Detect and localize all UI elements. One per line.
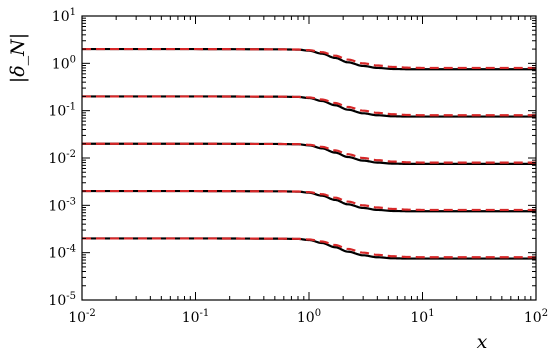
x-tick-label-exponent: -2 bbox=[86, 308, 96, 319]
series-line-8 bbox=[82, 189, 536, 212]
x-axis-label: x bbox=[477, 331, 488, 353]
y-tick-label-base: 10 bbox=[48, 246, 66, 262]
x-tick-label-base: 10 bbox=[297, 310, 315, 326]
x-tick-label-base: 10 bbox=[182, 310, 200, 326]
plot-frame bbox=[81, 15, 537, 301]
series-line-4 bbox=[82, 95, 536, 117]
y-tick-label-exponent: 0 bbox=[70, 54, 76, 65]
series-line-1 bbox=[82, 47, 536, 71]
x-tick-label-exponent: 2 bbox=[542, 308, 548, 319]
y-tick-label-exponent: -2 bbox=[66, 149, 76, 160]
x-tick-label-base: 10 bbox=[524, 310, 542, 326]
y-tick-label-exponent: -4 bbox=[66, 244, 76, 255]
series-line-7 bbox=[82, 189, 536, 213]
x-tick-label-exponent: 0 bbox=[315, 308, 321, 319]
series-layer bbox=[82, 47, 536, 260]
y-tick-label-exponent: -1 bbox=[66, 102, 76, 113]
y-tick-label-base: 10 bbox=[48, 104, 66, 120]
series-line-6 bbox=[82, 142, 536, 164]
x-tick-label: 101 bbox=[410, 308, 434, 326]
series-line-9 bbox=[82, 237, 536, 260]
y-tick-label-exponent: 1 bbox=[70, 7, 76, 18]
y-tick-label-exponent: -3 bbox=[66, 196, 76, 207]
x-tick-label-exponent: 1 bbox=[428, 308, 434, 319]
y-axis-label: |δ_N| bbox=[7, 33, 29, 83]
y-tick-label-base: 10 bbox=[52, 9, 70, 25]
y-tick-label: 100 bbox=[52, 54, 76, 72]
y-tick-label: 10-1 bbox=[48, 102, 76, 120]
ticks-layer bbox=[81, 15, 537, 301]
y-tick-label-base: 10 bbox=[48, 151, 66, 167]
y-tick-label: 10-5 bbox=[48, 291, 76, 309]
labels-layer: |δ_N| x 10-2 10-1 100 101 10210-510-410-310-… bbox=[7, 7, 548, 353]
x-tick-label: 102 bbox=[524, 308, 548, 326]
series-line-5 bbox=[82, 142, 536, 166]
y-tick-label-base: 10 bbox=[52, 56, 70, 72]
y-tick-label-base: 10 bbox=[48, 198, 66, 214]
x-tick-label-exponent: -1 bbox=[200, 308, 210, 319]
y-tick-label-base: 10 bbox=[48, 293, 66, 309]
y-tick-label: 10-4 bbox=[48, 244, 76, 262]
x-tick-label: 10-1 bbox=[182, 308, 210, 326]
y-tick-label-exponent: -5 bbox=[66, 291, 76, 302]
x-tick-label: 10-2 bbox=[68, 308, 96, 326]
series-line-3 bbox=[82, 95, 536, 118]
series-line-2 bbox=[82, 47, 536, 70]
y-tick-label: 10-3 bbox=[48, 196, 76, 214]
x-tick-label-base: 10 bbox=[410, 310, 428, 326]
x-tick-label: 100 bbox=[297, 308, 321, 326]
y-tick-label: 101 bbox=[52, 7, 76, 25]
series-line-10 bbox=[82, 237, 536, 259]
y-tick-label: 10-2 bbox=[48, 149, 76, 167]
x-tick-label-base: 10 bbox=[68, 310, 86, 326]
